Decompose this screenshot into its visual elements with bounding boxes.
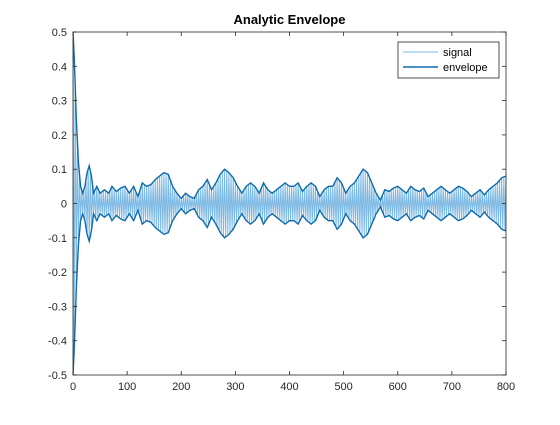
- legend: signal envelope: [397, 41, 500, 79]
- y-tick-label: -0.5: [48, 370, 67, 382]
- x-tick-label: 0: [70, 381, 76, 393]
- y-tick-label: 0.5: [52, 27, 67, 39]
- envelope-lower-line: [73, 205, 506, 375]
- legend-box: [397, 41, 500, 79]
- y-tick-label: 0.1: [52, 164, 67, 176]
- x-tick-label: 500: [334, 381, 352, 393]
- y-tick-label: -0.4: [48, 336, 67, 348]
- y-tick-label: 0.3: [52, 96, 67, 108]
- x-tick-label: 700: [443, 381, 461, 393]
- plot-area: [73, 32, 506, 375]
- x-tick-label: 600: [389, 381, 407, 393]
- y-tick-label: -0.3: [48, 301, 67, 313]
- chart-title: Analytic Envelope: [234, 12, 346, 27]
- legend-label-envelope: envelope: [443, 62, 488, 74]
- y-tick-label: -0.2: [48, 267, 67, 279]
- y-tick-label: 0.2: [52, 130, 67, 142]
- y-tick-label: 0.4: [52, 61, 67, 73]
- envelope-upper-line: [73, 32, 506, 202]
- y-tick-label: -0.1: [48, 233, 67, 245]
- legend-label-signal: signal: [443, 47, 472, 59]
- x-tick-label: 300: [226, 381, 244, 393]
- x-tick-label: 200: [172, 381, 190, 393]
- x-tick-label: 800: [497, 381, 515, 393]
- axis-ticks: 0 100 200 300 400 500 600 700 800 -0.5 -0.4 -0.3 -0.…: [48, 27, 515, 393]
- x-tick-label: 100: [118, 381, 136, 393]
- y-tick-label: 0: [61, 199, 67, 211]
- x-tick-label: 400: [280, 381, 298, 393]
